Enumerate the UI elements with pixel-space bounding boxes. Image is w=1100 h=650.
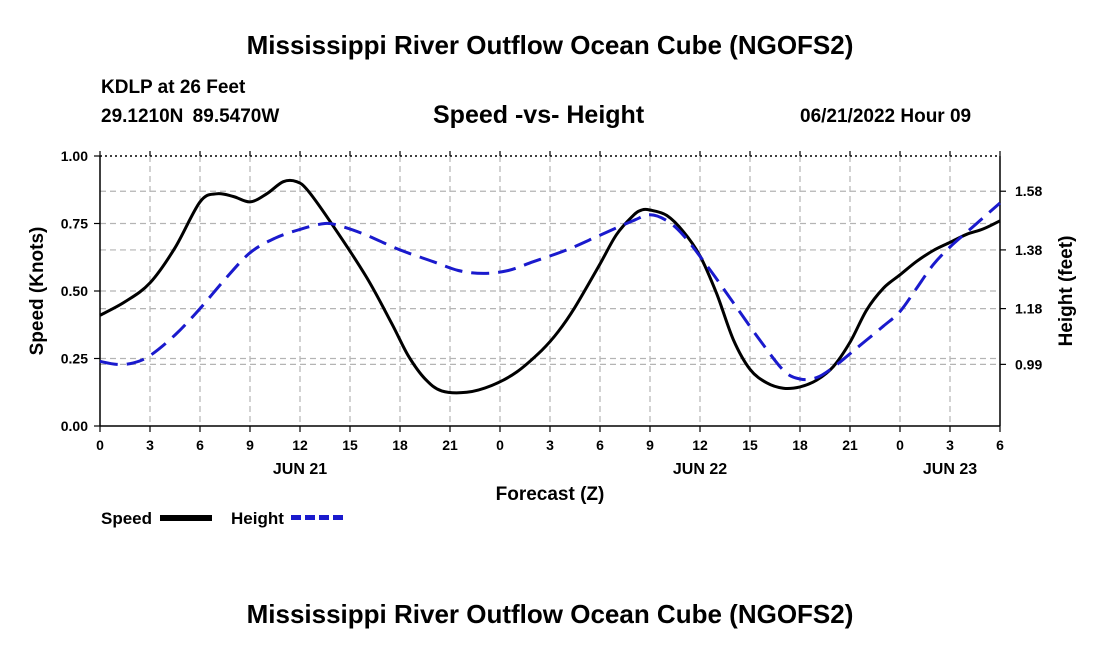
legend-speed-label: Speed xyxy=(101,509,153,528)
y2-tick-label: 0.99 xyxy=(1015,356,1042,372)
x-tick-label: 6 xyxy=(996,437,1004,453)
x-tick-label: 3 xyxy=(546,437,554,453)
date-label: JUN 23 xyxy=(923,461,977,478)
y-tick-label: 0.75 xyxy=(61,216,88,232)
legend-speed-swatch xyxy=(160,515,212,521)
x-tick-label: 12 xyxy=(292,437,308,453)
y-tick-label: 0.50 xyxy=(61,283,88,299)
x-tick-label: 15 xyxy=(742,437,758,453)
y2-tick-label: 1.18 xyxy=(1015,301,1042,317)
station-name: KDLP at 26 Feet xyxy=(101,77,246,98)
y2-axis-title: Height (feet) xyxy=(1056,236,1077,347)
legend-height-label: Height xyxy=(231,509,284,528)
x-tick-label: 0 xyxy=(896,437,904,453)
x-axis-title: Forecast (Z) xyxy=(496,484,605,505)
forecast-date: 06/21/2022 Hour 09 xyxy=(800,106,972,127)
y2-tick-label: 1.58 xyxy=(1015,183,1042,199)
x-tick-label: 0 xyxy=(496,437,504,453)
y-tick-label: 1.00 xyxy=(61,148,88,164)
x-tick-label: 9 xyxy=(646,437,654,453)
speed-height-chart: 0 3 6 9 12 15 18 21 0 3 6 9 12 15 18 21 0 3 6 JUN 21 JUN 22 J… xyxy=(27,148,1077,505)
x-tick-label: 6 xyxy=(596,437,604,453)
x-tick-label: 18 xyxy=(792,437,808,453)
footer-title: Mississippi River Outflow Ocean Cube (NG… xyxy=(246,599,854,629)
speed-series-line xyxy=(99,178,1001,395)
y2-tick-label: 1.38 xyxy=(1015,242,1042,258)
x-tick-label: 3 xyxy=(946,437,954,453)
height-series-line xyxy=(99,201,1001,382)
x-tick-label: 3 xyxy=(146,437,154,453)
station-coordinates: 29.1210N 89.5470W xyxy=(101,106,280,127)
x-tick-label: 6 xyxy=(196,437,204,453)
x-tick-label: 12 xyxy=(692,437,708,453)
chart-title: Mississippi River Outflow Ocean Cube (NG… xyxy=(246,30,854,60)
x-tick-label: 9 xyxy=(246,437,254,453)
y-tick-label: 0.00 xyxy=(61,418,88,434)
x-tick-label: 15 xyxy=(342,437,358,453)
x-tick-label: 21 xyxy=(442,437,458,453)
x-tick-label: 0 xyxy=(96,437,104,453)
x-tick-label: 21 xyxy=(842,437,858,453)
date-label: JUN 22 xyxy=(673,461,727,478)
y-tick-label: 0.25 xyxy=(61,351,88,367)
x-tick-label: 18 xyxy=(392,437,408,453)
chart-subtitle: Speed -vs- Height xyxy=(433,101,645,129)
y-axis-title: Speed (Knots) xyxy=(27,227,48,356)
date-label: JUN 21 xyxy=(273,461,327,478)
legend-height-swatch xyxy=(291,515,343,520)
